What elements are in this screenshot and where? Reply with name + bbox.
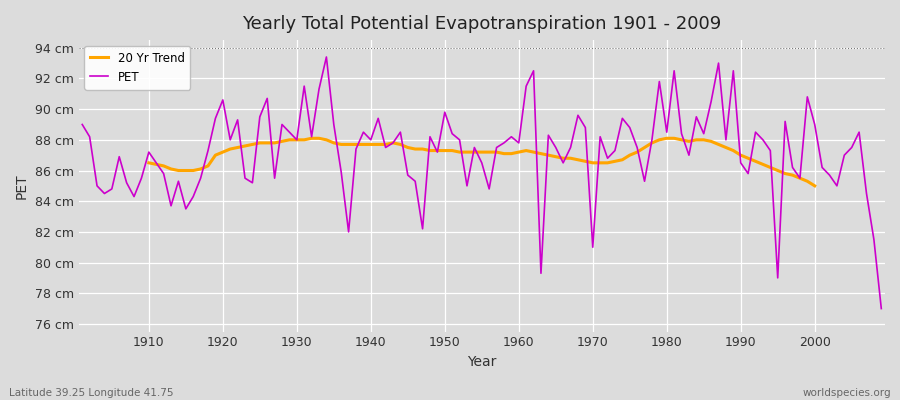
- 20 Yr Trend: [802, 179, 813, 184]
- Legend: 20 Yr Trend, PET: 20 Yr Trend, PET: [85, 46, 191, 90]
- 20 Yr Trend: [299, 138, 310, 142]
- Line: PET: PET: [82, 57, 881, 308]
- PET: [76, 122, 87, 127]
- Title: Yearly Total Potential Evapotranspiration 1901 - 2009: Yearly Total Potential Evapotranspiratio…: [242, 15, 722, 33]
- 20 Yr Trend: [306, 136, 317, 141]
- 20 Yr Trend: [795, 176, 806, 180]
- 20 Yr Trend: [321, 138, 332, 142]
- PET: [609, 148, 620, 153]
- Text: worldspecies.org: worldspecies.org: [803, 388, 891, 398]
- PET: [299, 84, 310, 88]
- Y-axis label: PET: PET: [15, 173, 29, 199]
- PET: [513, 140, 524, 145]
- 20 Yr Trend: [225, 147, 236, 152]
- Text: Latitude 39.25 Longitude 41.75: Latitude 39.25 Longitude 41.75: [9, 388, 174, 398]
- X-axis label: Year: Year: [467, 355, 497, 369]
- PET: [351, 147, 362, 152]
- 20 Yr Trend: [143, 160, 154, 165]
- PET: [521, 84, 532, 88]
- PET: [136, 176, 147, 180]
- 20 Yr Trend: [713, 142, 724, 147]
- Line: 20 Yr Trend: 20 Yr Trend: [148, 138, 814, 186]
- PET: [876, 306, 886, 311]
- 20 Yr Trend: [809, 184, 820, 188]
- PET: [321, 54, 332, 59]
